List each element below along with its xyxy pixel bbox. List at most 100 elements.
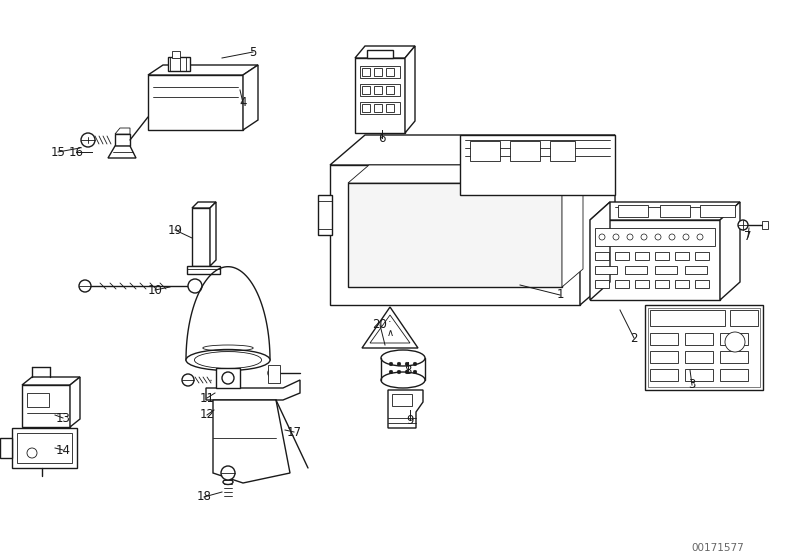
Ellipse shape <box>223 480 233 485</box>
Polygon shape <box>108 146 136 158</box>
Text: 17: 17 <box>287 425 301 438</box>
Bar <box>330 165 580 305</box>
Bar <box>22 385 70 427</box>
Text: 15: 15 <box>50 145 66 159</box>
Bar <box>360 66 400 78</box>
Circle shape <box>222 372 234 384</box>
Text: 1: 1 <box>556 288 564 301</box>
Bar <box>386 86 394 94</box>
Polygon shape <box>562 165 583 287</box>
Bar <box>695 252 709 260</box>
Bar <box>374 86 382 94</box>
Bar <box>675 280 689 288</box>
Ellipse shape <box>194 352 261 368</box>
Circle shape <box>405 370 409 374</box>
Bar <box>550 141 575 161</box>
Text: 20: 20 <box>372 319 388 331</box>
Polygon shape <box>720 202 740 300</box>
Circle shape <box>599 234 605 240</box>
Bar <box>115 134 130 146</box>
Text: 12: 12 <box>200 409 214 421</box>
Polygon shape <box>210 202 216 266</box>
Bar <box>168 57 190 71</box>
Text: 11: 11 <box>200 391 214 405</box>
Bar <box>595 280 609 288</box>
Circle shape <box>389 370 393 374</box>
Bar <box>685 266 707 274</box>
Polygon shape <box>590 202 610 300</box>
Polygon shape <box>370 315 410 343</box>
Text: 16: 16 <box>69 145 84 159</box>
Bar <box>348 183 562 287</box>
Bar <box>148 75 243 130</box>
Polygon shape <box>405 46 415 133</box>
Bar <box>762 221 768 229</box>
Bar <box>625 266 647 274</box>
Polygon shape <box>0 438 12 458</box>
Polygon shape <box>355 46 415 58</box>
Bar <box>17 433 72 463</box>
Bar <box>650 310 725 326</box>
Circle shape <box>389 362 393 366</box>
Bar <box>635 252 649 260</box>
Polygon shape <box>206 380 300 400</box>
Bar <box>360 84 400 96</box>
Circle shape <box>182 374 194 386</box>
Circle shape <box>613 234 619 240</box>
Polygon shape <box>148 65 258 75</box>
Bar <box>655 252 669 260</box>
Circle shape <box>627 234 633 240</box>
Circle shape <box>221 466 235 480</box>
Text: 00171577: 00171577 <box>692 543 745 553</box>
Circle shape <box>397 370 401 374</box>
Bar <box>355 58 405 133</box>
Circle shape <box>397 362 401 366</box>
Bar <box>392 394 412 406</box>
Bar <box>386 68 394 76</box>
Text: 10: 10 <box>148 283 162 296</box>
Bar <box>595 228 715 246</box>
Circle shape <box>27 448 37 458</box>
Bar <box>685 351 713 363</box>
Bar <box>675 252 689 260</box>
Bar <box>362 86 370 94</box>
Text: ∧: ∧ <box>387 328 394 338</box>
Bar <box>362 104 370 112</box>
Ellipse shape <box>381 372 425 388</box>
Polygon shape <box>187 266 220 274</box>
Bar <box>720 369 748 381</box>
Circle shape <box>405 362 409 366</box>
Bar <box>650 333 678 345</box>
Text: 5: 5 <box>249 45 256 59</box>
Bar <box>618 205 648 217</box>
Text: 8: 8 <box>404 363 411 377</box>
Bar <box>510 141 540 161</box>
Text: 6: 6 <box>378 131 386 144</box>
Text: 3: 3 <box>688 378 696 391</box>
Bar <box>648 308 760 387</box>
Bar <box>615 252 629 260</box>
Circle shape <box>81 133 95 147</box>
Bar <box>650 369 678 381</box>
Polygon shape <box>362 307 418 348</box>
Polygon shape <box>367 50 393 58</box>
Polygon shape <box>580 135 615 305</box>
Circle shape <box>725 332 745 352</box>
Bar <box>645 305 763 390</box>
Bar <box>720 333 748 345</box>
Polygon shape <box>192 202 216 208</box>
Polygon shape <box>213 400 290 483</box>
Bar <box>216 368 240 388</box>
Circle shape <box>188 279 202 293</box>
Ellipse shape <box>186 349 270 371</box>
Bar <box>318 195 332 235</box>
Polygon shape <box>348 165 583 183</box>
Circle shape <box>655 234 661 240</box>
Bar <box>595 266 617 274</box>
Bar <box>374 104 382 112</box>
Polygon shape <box>70 377 80 427</box>
Bar <box>650 351 678 363</box>
Bar <box>685 333 713 345</box>
Bar <box>720 351 748 363</box>
Text: 9: 9 <box>406 414 414 427</box>
